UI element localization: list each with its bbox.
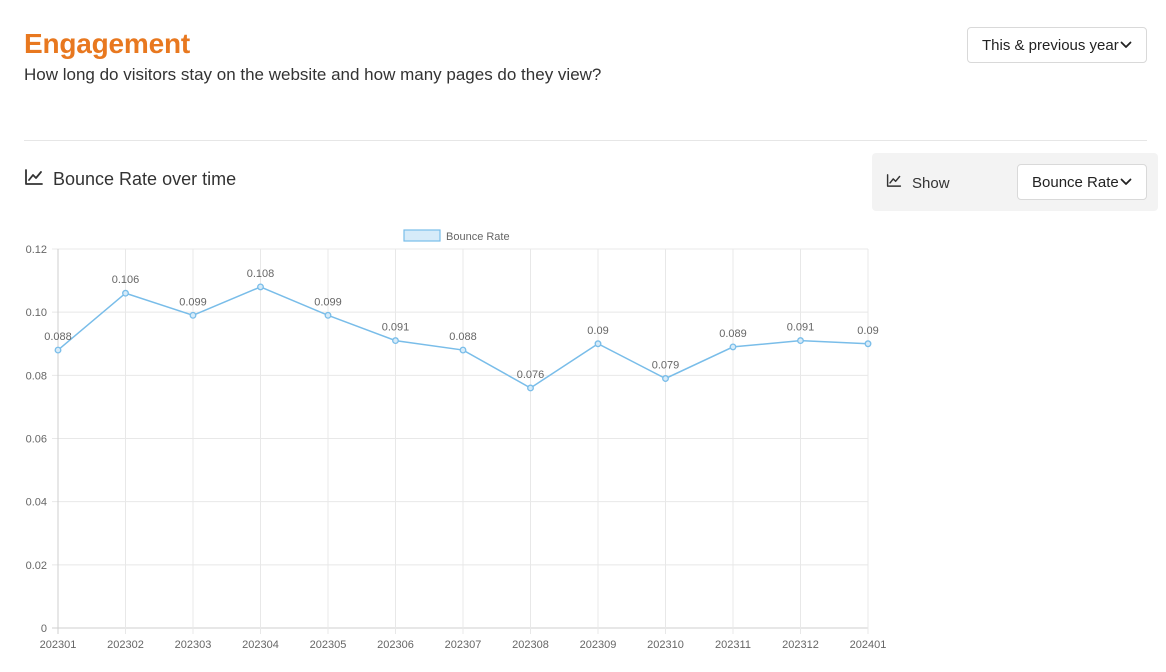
section-title: Bounce Rate over time <box>53 169 237 189</box>
data-label: 0.091 <box>382 322 410 334</box>
chevron-down-icon <box>1120 41 1132 49</box>
data-point <box>459 346 467 354</box>
x-tick-label: 202303 <box>175 639 212 651</box>
header-divider <box>24 140 1147 141</box>
data-label: 0.099 <box>314 296 342 308</box>
x-tick-label: 202312 <box>782 639 819 651</box>
y-tick-label: 0 <box>41 623 47 635</box>
data-label: 0.091 <box>787 322 815 334</box>
data-point <box>189 311 197 319</box>
data-point <box>662 375 669 382</box>
data-point <box>54 346 62 354</box>
y-tick-label: 0.12 <box>26 244 47 256</box>
data-label: 0.108 <box>247 268 275 280</box>
page-subtitle: How long do visitors stay on the website… <box>24 65 602 84</box>
x-tick-label: 202311 <box>715 639 751 651</box>
line-chart-icon <box>886 173 902 193</box>
metric-select[interactable]: Bounce Rate <box>1017 164 1147 200</box>
section-header: Bounce Rate over time <box>24 168 236 191</box>
data-label: 0.09 <box>857 325 878 337</box>
x-tick-label: 202302 <box>107 639 144 651</box>
legend-label: Bounce Rate <box>446 231 510 243</box>
y-tick-label: 0.04 <box>26 497 47 509</box>
y-tick-label: 0.06 <box>26 434 47 446</box>
y-tick-label: 0.02 <box>26 560 47 572</box>
x-tick-label: 202307 <box>445 639 482 651</box>
data-label: 0.099 <box>179 296 207 308</box>
show-label: Show <box>912 174 950 192</box>
data-point <box>122 289 129 297</box>
metric-select-label: Bounce Rate <box>1032 173 1119 191</box>
line-chart-icon <box>24 168 44 191</box>
bounce-rate-chart: 0 0.02 0.04 0.06 0.08 0.10 0.12 202301 202302 202… <box>26 229 887 651</box>
x-tick-label: 202306 <box>377 639 414 651</box>
y-tick-label: 0.08 <box>26 370 47 382</box>
data-label: 0.09 <box>587 325 608 337</box>
data-label: 0.106 <box>112 274 140 286</box>
data-label: 0.089 <box>719 328 747 340</box>
x-tick-label: 202310 <box>647 639 684 651</box>
x-tick-label: 202305 <box>310 639 347 651</box>
data-label: 0.076 <box>517 369 545 381</box>
show-panel: Show Bounce Rate <box>872 153 1158 211</box>
data-point <box>594 340 602 348</box>
data-point <box>324 311 332 319</box>
x-tick-label: 202308 <box>512 639 549 651</box>
data-point <box>527 384 534 392</box>
chevron-down-icon <box>1120 178 1132 186</box>
x-tick-label: 202401 <box>850 639 887 651</box>
data-point <box>864 340 872 348</box>
data-label: 0.088 <box>449 331 477 343</box>
data-point <box>797 337 804 345</box>
data-point <box>392 337 399 345</box>
x-tick-label: 202304 <box>242 639 279 651</box>
legend-swatch <box>403 229 441 242</box>
x-tick-label: 202301 <box>40 639 77 651</box>
data-label: 0.079 <box>652 359 680 371</box>
page-title: Engagement <box>24 28 191 59</box>
period-select-label: This & previous year <box>982 36 1119 54</box>
data-label: 0.088 <box>44 331 72 343</box>
y-tick-label: 0.10 <box>26 307 47 319</box>
x-tick-label: 202309 <box>580 639 617 651</box>
period-select[interactable]: This & previous year <box>967 27 1147 63</box>
data-point <box>729 343 737 351</box>
data-point <box>257 283 264 291</box>
